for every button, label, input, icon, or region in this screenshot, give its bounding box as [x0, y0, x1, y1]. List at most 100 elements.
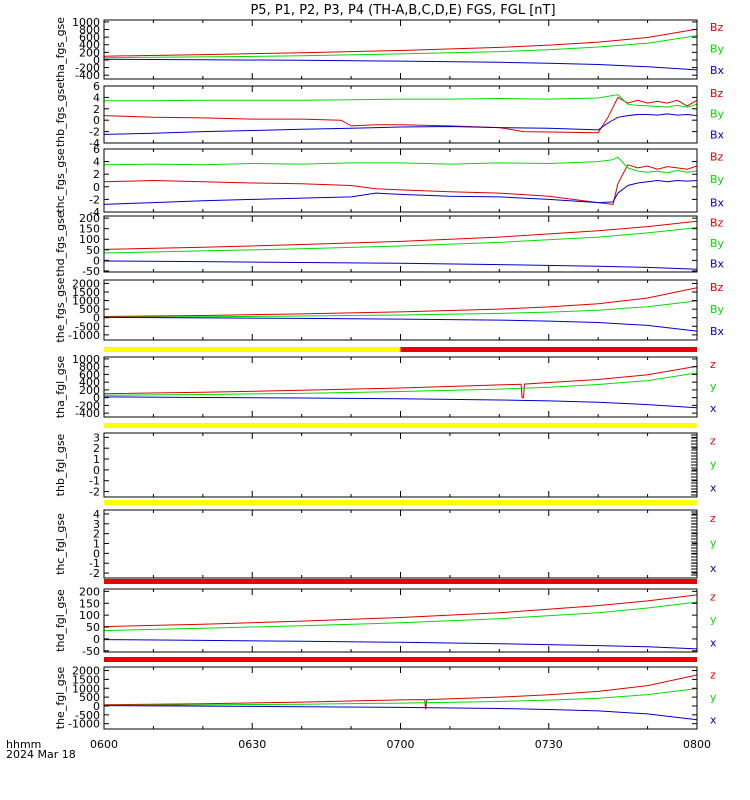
legend-label-y: y [710, 691, 717, 704]
y-tick-label: 200 [79, 585, 100, 598]
series-line-by [104, 35, 697, 59]
series-group [104, 594, 697, 650]
y-axis-label: the_fgl_gse [54, 667, 67, 730]
y-tick-label: 150 [79, 597, 100, 610]
status-bar-segment [104, 423, 697, 428]
y-tick-label: -2 [89, 567, 100, 580]
y-tick-label: 800 [79, 361, 100, 374]
y-axis-label: thb_fgs_gse [54, 82, 67, 148]
y-tick-label: 2 [93, 103, 100, 116]
date-label: 2024 Mar 18 [6, 748, 76, 761]
legend-label-y: y [710, 458, 717, 471]
y-tick-label: 3 [93, 518, 100, 531]
series-group [104, 28, 697, 71]
y-tick-label: -200 [75, 399, 100, 412]
legend-label-bx: Bx [710, 128, 725, 141]
y-tick-label: -200 [75, 62, 100, 75]
y-tick-label: 600 [79, 31, 100, 44]
series-line-bx [104, 58, 697, 71]
series-line-bx [104, 316, 697, 332]
y-tick-label: 100 [79, 609, 100, 622]
y-tick-label: -500 [75, 320, 100, 333]
y-tick-label: 100 [79, 233, 100, 246]
panel-frame [103, 432, 698, 498]
y-axis-label: thc_fgs_gse [54, 148, 67, 213]
y-tick-label: -50 [82, 265, 100, 278]
y-tick-label: 2000 [72, 665, 100, 678]
y-tick-label: -2 [89, 486, 100, 499]
series-line-y [104, 372, 697, 396]
y-tick-label: -500 [75, 709, 100, 722]
panel-frame [103, 666, 698, 730]
x-tick-label: 0630 [238, 738, 266, 751]
series-group [104, 94, 697, 135]
legend-label-by: By [710, 42, 725, 55]
legend-label-y: y [710, 537, 717, 550]
series-line-y [104, 601, 697, 632]
y-tick-label: 6 [93, 80, 100, 93]
x-tick-label: 0730 [535, 738, 563, 751]
y-tick-label: 200 [79, 212, 100, 225]
y-axis-label: thb_fgl_gse [54, 433, 67, 496]
legend-label-y: y [710, 613, 717, 626]
y-tick-label: 0 [93, 54, 100, 67]
legend-label-bx: Bx [710, 197, 725, 210]
legend-label-by: By [710, 107, 725, 120]
x-tick-label: 0800 [683, 738, 711, 751]
x-tick-label: 0700 [387, 738, 415, 751]
legend-label-z: z [710, 512, 716, 525]
series-line-x [104, 396, 697, 409]
plot-title: P5, P1, P2, P3, P4 (TH-A,B,C,D,E) FGS, F… [250, 3, 555, 18]
series-line-bx [104, 179, 697, 205]
y-tick-label: 600 [79, 368, 100, 381]
series-group [104, 674, 697, 721]
y-tick-label: 400 [79, 376, 100, 389]
legend-label-y: y [710, 380, 717, 393]
y-tick-label: 50 [86, 244, 100, 257]
y-tick-label: 4 [93, 156, 100, 169]
status-bar-segment [104, 500, 697, 505]
y-tick-label: 0 [93, 312, 100, 325]
legend-label-x: x [710, 562, 717, 575]
y-axis-label: tha_fgs_gse [54, 17, 67, 82]
series-line-bz [104, 28, 697, 57]
series-group [104, 156, 697, 205]
y-tick-label: -4 [89, 137, 100, 150]
y-tick-label: 0 [93, 181, 100, 194]
panel-frame [103, 19, 698, 80]
series-line-bx [104, 260, 697, 270]
legend-label-z: z [710, 358, 716, 371]
x-tick-label: 0600 [90, 738, 118, 751]
y-tick-label: 0 [93, 464, 100, 477]
y-axis-label: the_fgs_gse [54, 277, 67, 342]
series-line-z [104, 674, 697, 710]
legend-label-x: x [710, 402, 717, 415]
y-axis-label: thd_fgl_gse [54, 589, 67, 652]
legend-label-bz: Bz [710, 87, 724, 100]
legend-label-by: By [710, 237, 725, 250]
y-tick-label: -2 [89, 193, 100, 206]
series-line-bz [104, 220, 697, 250]
y-tick-label: -50 [82, 645, 100, 658]
y-tick-label: -1000 [68, 329, 100, 342]
y-tick-label: 0 [93, 547, 100, 560]
legend-label-x: x [710, 637, 717, 650]
y-tick-label: 4 [93, 91, 100, 104]
legend-label-z: z [710, 435, 716, 448]
y-tick-label: -1 [89, 557, 100, 570]
y-tick-label: 0 [93, 114, 100, 127]
series-line-bz [104, 96, 697, 134]
series-line-by [104, 227, 697, 254]
y-tick-label: 0 [93, 254, 100, 267]
legend-label-by: By [710, 303, 725, 316]
status-bar-segment [400, 347, 697, 352]
series-line-z [104, 594, 697, 628]
legend-label-z: z [710, 668, 716, 681]
y-tick-label: 2000 [72, 277, 100, 290]
panel-frame [103, 509, 698, 579]
